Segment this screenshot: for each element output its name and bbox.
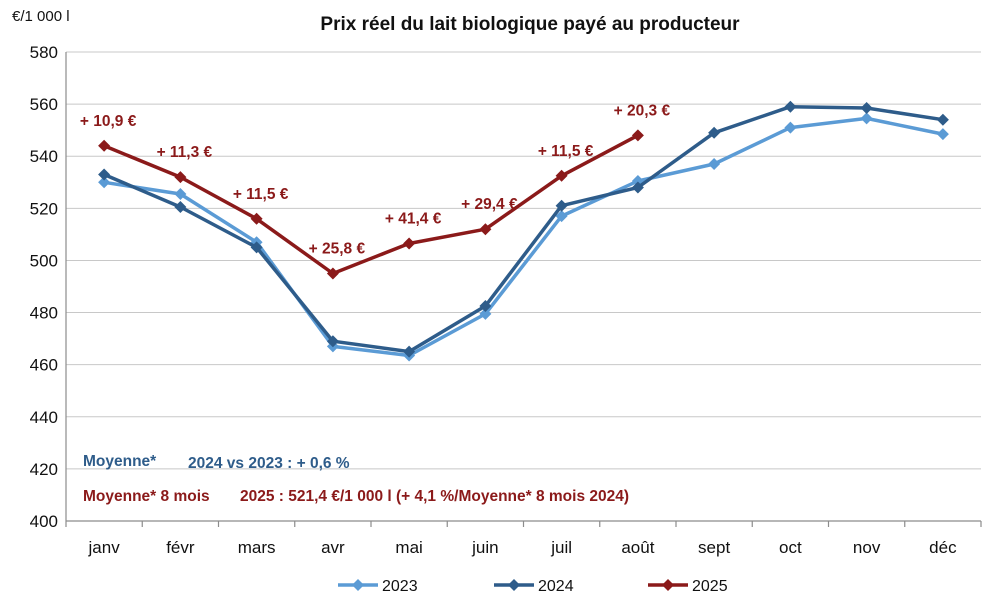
y-tick-label: 480 <box>30 304 58 323</box>
x-tick-label: mai <box>395 538 422 557</box>
series-point-2024 <box>403 345 416 358</box>
notes: Moyenne* 2024 vs 2023 : + 0,6 % Moyenne*… <box>83 453 629 505</box>
x-tick-label: févr <box>166 538 195 557</box>
x-tick-label: juin <box>471 538 498 557</box>
x-tick-label: janv <box>88 538 121 557</box>
series-point-2024 <box>784 100 797 113</box>
legend-swatch-marker-2024 <box>508 579 520 591</box>
series-point-2025 <box>250 212 263 225</box>
chart-title: Prix réel du lait biologique payé au pro… <box>320 14 740 35</box>
series-point-2025 <box>98 139 111 152</box>
x-tick-label: sept <box>698 538 730 557</box>
series-point-2023 <box>174 188 187 200</box>
x-tick-label: août <box>621 538 654 557</box>
series-point-2025 <box>403 237 416 250</box>
annotation-label: + 25,8 € <box>309 240 366 257</box>
annotation-label: + 11,5 € <box>233 186 289 203</box>
series-line-2023 <box>103 116 944 358</box>
x-tick-label: déc <box>929 538 957 557</box>
annotation-label: + 41,4 € <box>385 211 442 228</box>
y-tick-label: 500 <box>30 251 58 270</box>
legend-swatch-marker-2025 <box>662 579 674 591</box>
y-axis-unit-label: €/1 000 l <box>12 8 70 25</box>
series-point-2023 <box>784 121 797 134</box>
series-line-2024 <box>103 104 944 354</box>
series-point-2024 <box>250 241 263 254</box>
y-tick-label: 420 <box>30 460 58 479</box>
y-tick-label: 440 <box>30 408 58 427</box>
annotation-label: + 11,5 € <box>538 143 594 160</box>
note1-text: 2024 vs 2023 : + 0,6 % <box>188 455 350 472</box>
series-point-2024 <box>326 335 339 348</box>
series-line-2025 <box>103 133 639 276</box>
series-point-2024 <box>555 199 568 212</box>
series-point-2023 <box>860 112 873 125</box>
annotation-label: + 10,9 € <box>80 113 137 130</box>
series-point-2023 <box>555 210 568 223</box>
y-tick-label: 540 <box>30 147 58 166</box>
y-tick-label: 460 <box>30 356 58 375</box>
series-point-2025 <box>174 171 187 184</box>
legend-label-2024: 2024 <box>538 578 574 595</box>
note2-text: 2025 : 521,4 €/1 000 l (+ 4,1 %/Moyenne*… <box>240 488 629 505</box>
series-point-2023 <box>708 158 721 170</box>
x-tick-label: nov <box>853 538 881 557</box>
annotation-label: + 29,4 € <box>461 196 518 213</box>
series-point-2024 <box>860 102 873 114</box>
series-point-2023 <box>479 307 492 320</box>
note1-prefix: Moyenne* <box>83 453 157 470</box>
series-point-2025 <box>479 223 492 236</box>
series-point-2025 <box>631 129 644 142</box>
y-tick-label: 520 <box>30 199 58 218</box>
annotation-label: + 20,3 € <box>614 102 671 119</box>
gridlines <box>66 51 981 470</box>
series-point-2024 <box>708 126 721 139</box>
y-tick-label: 580 <box>30 43 58 62</box>
note2-prefix: Moyenne* 8 mois <box>83 488 210 505</box>
series-point-2024 <box>936 113 949 126</box>
legend: 2023 2024 2025 <box>338 578 728 595</box>
series-lines <box>98 100 949 362</box>
x-tick-label: oct <box>779 538 802 557</box>
annotation-label: + 11,3 € <box>157 144 213 161</box>
y-tick-label: 400 <box>30 512 58 531</box>
axes: 400 420 440 460 480 500 520 540 560 580 janv févr ma… <box>30 43 982 557</box>
series-point-2024 <box>98 168 111 181</box>
legend-label-2023: 2023 <box>382 578 418 595</box>
series-point-2024 <box>174 201 187 213</box>
x-tick-label: juil <box>550 538 572 557</box>
legend-label-2025: 2025 <box>692 578 728 595</box>
x-tick-label: mars <box>238 538 276 557</box>
series-point-2023 <box>98 176 111 189</box>
x-tick-label: avr <box>321 538 345 557</box>
annotations: + 10,9 € + 11,3 € + 11,5 € + 25,8 € + 41,4 €… <box>80 102 671 257</box>
legend-swatch-marker-2023 <box>352 579 364 591</box>
series-point-2024 <box>631 181 644 194</box>
series-point-2025 <box>555 169 568 182</box>
series-point-2024 <box>479 300 492 312</box>
y-tick-label: 560 <box>30 95 58 114</box>
series-point-2023 <box>936 128 949 141</box>
series-point-2025 <box>326 267 339 280</box>
